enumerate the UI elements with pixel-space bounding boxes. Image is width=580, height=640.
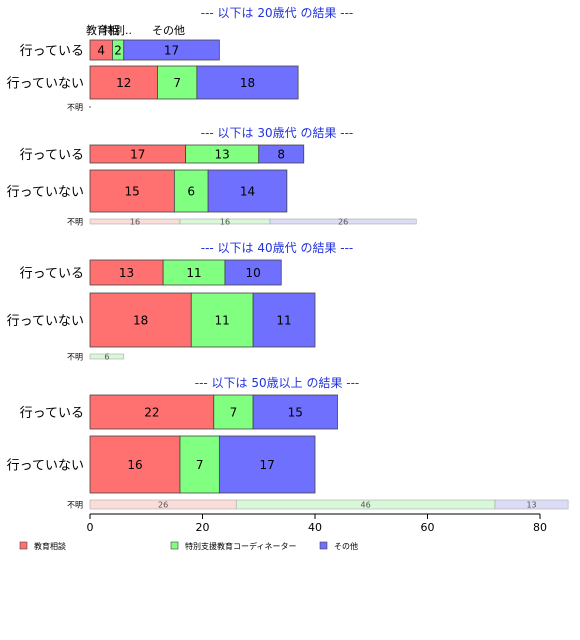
data-label: 11	[186, 266, 201, 280]
bar-segment	[224, 259, 282, 286]
row-label-unknown: 不明	[67, 501, 83, 510]
data-label: 6	[104, 353, 109, 362]
data-label: 6	[187, 185, 195, 199]
data-label: 7	[173, 76, 181, 90]
bar-segment	[207, 169, 288, 213]
bar-segment	[190, 292, 254, 348]
bar-segment	[89, 292, 192, 348]
top-label: 教育相	[86, 23, 119, 37]
x-tick-label: 60	[421, 521, 435, 534]
data-label: 13	[119, 266, 134, 280]
legend-swatch	[170, 541, 179, 550]
bar-segment	[179, 435, 220, 494]
legend-label: 特別支援教育コーディネーター	[185, 541, 296, 551]
top-label: 特別..	[103, 23, 132, 37]
data-label: 10	[245, 266, 260, 280]
row-label: 行っている	[20, 406, 84, 421]
bar-segment	[89, 394, 215, 430]
data-label: 16	[220, 218, 230, 227]
bar-segment	[89, 435, 181, 494]
row-label: 行っていない	[7, 459, 84, 474]
bar-segment	[258, 144, 305, 164]
legend-label: その他	[334, 541, 358, 551]
row-label-unknown: 不明	[67, 218, 83, 227]
row-label: 行っていない	[7, 314, 84, 329]
data-label: 7	[230, 406, 238, 420]
bar-segment	[252, 292, 316, 348]
row-label-unknown: 不明	[67, 353, 83, 362]
data-label: 11	[215, 314, 230, 328]
data-label: 4	[97, 44, 105, 58]
row-label: 行っていない	[7, 77, 84, 92]
data-label: 26	[158, 501, 168, 510]
bar-segment	[494, 499, 569, 510]
x-tick-label: 20	[196, 521, 210, 534]
row-label: 行っていない	[7, 185, 84, 200]
data-label: 17	[164, 44, 179, 58]
bar-segment	[252, 394, 338, 430]
data-label: 12	[116, 76, 131, 90]
x-tick-label: 40	[308, 521, 322, 534]
data-label: 15	[125, 185, 140, 199]
data-label: 7	[196, 458, 204, 472]
x-tick-label: 80	[533, 521, 547, 534]
panel-title: --- 以下は 50歳以上 の結果 ---	[195, 376, 360, 390]
bar-segment	[173, 169, 209, 213]
panel-title: --- 以下は 20歳代 の結果 ---	[201, 6, 354, 20]
x-tick-label: 0	[87, 521, 94, 534]
legend-swatch	[19, 541, 28, 550]
legend-label: 教育相談	[34, 541, 66, 551]
bar-segment	[162, 259, 226, 286]
data-label: 14	[240, 185, 255, 199]
bar-segment	[89, 169, 175, 213]
data-label: 22	[144, 406, 159, 420]
data-label: 11	[276, 314, 291, 328]
data-label: 46	[361, 501, 371, 510]
data-label: 8	[277, 148, 285, 162]
legend-swatch	[319, 541, 328, 550]
row-label: 行っている	[20, 148, 84, 163]
data-label: 15	[288, 406, 303, 420]
data-label: 17	[260, 458, 275, 472]
data-label: 18	[240, 76, 255, 90]
panel-title: --- 以下は 30歳代 の結果 ---	[201, 126, 354, 140]
row-label-unknown: 不明	[67, 103, 83, 112]
data-label: 16	[127, 458, 142, 472]
bar-segment	[157, 65, 198, 100]
row-label: 行っている	[20, 267, 84, 282]
top-label: その他	[152, 24, 185, 37]
bar-segment	[269, 218, 417, 225]
bar-segment	[89, 353, 125, 360]
panel-title: --- 以下は 40歳代 の結果 ---	[201, 241, 354, 255]
data-label: 13	[215, 148, 230, 162]
data-label: 16	[130, 218, 140, 227]
data-label: 18	[133, 314, 148, 328]
bar-segment	[218, 435, 316, 494]
data-label: 26	[338, 218, 348, 227]
bar-segment	[123, 39, 220, 61]
data-label: 17	[130, 148, 145, 162]
data-label: 13	[526, 501, 536, 510]
row-label: 行っている	[20, 44, 84, 59]
data-label: 2	[114, 44, 122, 58]
bar-segment	[196, 65, 299, 100]
